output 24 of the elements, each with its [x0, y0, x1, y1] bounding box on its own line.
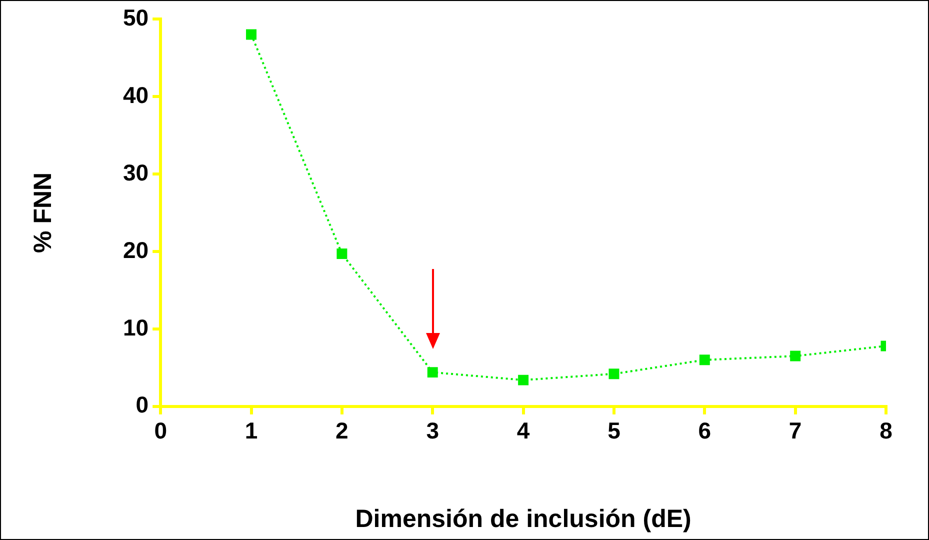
y-tick-label: 30 [122, 159, 149, 186]
y-tick-label: 10 [122, 314, 149, 340]
x-axis-title: Dimensión de inclusión (dE) [355, 504, 692, 533]
y-tick-label: 50 [122, 4, 149, 30]
y-tick-label: 40 [122, 82, 149, 108]
x-tick-label: 1 [244, 418, 258, 444]
point [427, 367, 438, 378]
y-tick-label: 0 [136, 392, 149, 418]
x-tick-label: 4 [516, 418, 530, 444]
x-tick-label: 0 [154, 418, 167, 444]
point [608, 368, 620, 380]
x-tick-label: 5 [608, 418, 621, 444]
point [246, 29, 257, 40]
point [699, 354, 710, 366]
x-tick-label: 6 [698, 418, 712, 444]
y-axis-title: % FNN [28, 172, 57, 253]
x-tick-label: 8 [880, 418, 893, 444]
y-tick-label: 20 [122, 236, 149, 263]
point [336, 248, 348, 260]
x-tick-label: 2 [336, 418, 348, 444]
x-tick-label: 3 [426, 418, 440, 444]
point [790, 350, 801, 362]
point [518, 374, 529, 386]
x-tick-label: 7 [788, 418, 802, 444]
